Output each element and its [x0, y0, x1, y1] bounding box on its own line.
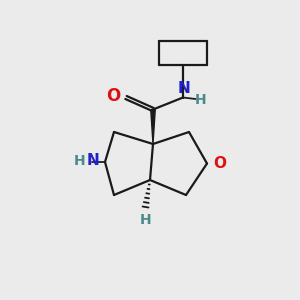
Text: H: H — [74, 154, 85, 167]
Polygon shape — [151, 110, 155, 144]
Text: H: H — [140, 213, 151, 227]
Text: N: N — [178, 81, 191, 96]
Text: O: O — [106, 87, 121, 105]
Text: O: O — [214, 156, 226, 171]
Text: N: N — [87, 153, 100, 168]
Text: H: H — [195, 93, 206, 107]
